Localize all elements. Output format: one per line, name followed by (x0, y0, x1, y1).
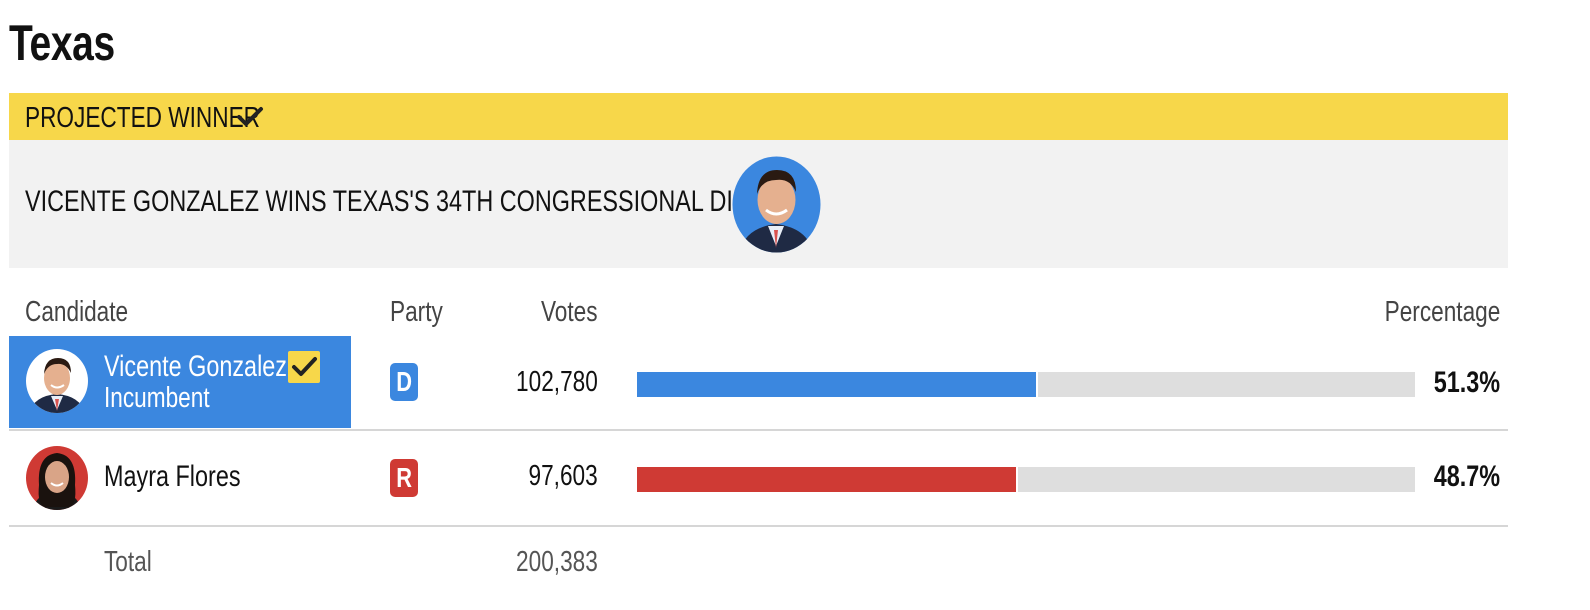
page-title-text: Texas (9, 15, 115, 71)
checkmark-icon (292, 357, 317, 376)
page-title: Texas (9, 14, 145, 72)
row-divider (9, 429, 1508, 431)
candidate-row: Vicente Gonzalez Incumbent D 102,780 51.… (9, 336, 1508, 428)
vote-share-bar-fill (637, 467, 1018, 492)
checkmark-icon (237, 107, 263, 126)
candidate-name: Vicente Gonzalez (104, 350, 287, 383)
vote-percentage: 51.3% (1433, 366, 1500, 399)
vote-share-bar (637, 372, 1415, 397)
vote-share-bar (637, 467, 1415, 492)
vote-share-bar-fill (637, 372, 1039, 397)
winner-headline: VICENTE GONZALEZ WINS TEXAS'S 34TH CONGR… (25, 185, 818, 218)
winner-headline-box: VICENTE GONZALEZ WINS TEXAS'S 34TH CONGR… (9, 140, 1508, 268)
total-votes: 200,383 (516, 546, 598, 578)
party-badge-republican: R (390, 459, 418, 497)
party-badge-democrat: D (390, 363, 418, 401)
candidate-avatar (26, 349, 88, 413)
column-header-party: Party (390, 296, 443, 328)
column-header-percentage: Percentage (1384, 296, 1500, 328)
column-header-votes: Votes (541, 296, 598, 328)
projected-winner-banner: PROJECTED WINNER (9, 93, 1508, 140)
projected-winner-label: PROJECTED WINNER (25, 102, 261, 134)
candidate-photo (732, 156, 821, 253)
candidate-name: Mayra Flores (104, 460, 241, 493)
winner-checkbox (288, 351, 320, 383)
candidate-row: Mayra Flores R 97,603 48.7% (9, 431, 1508, 525)
vote-count: 97,603 (528, 460, 598, 492)
column-header-candidate: Candidate (25, 296, 129, 328)
row-divider (9, 525, 1508, 527)
vote-percentage: 48.7% (1433, 460, 1500, 493)
vote-count: 102,780 (516, 366, 598, 398)
candidate-avatar (26, 446, 88, 510)
total-label: Total (104, 546, 152, 578)
incumbent-label: Incumbent (104, 382, 210, 414)
